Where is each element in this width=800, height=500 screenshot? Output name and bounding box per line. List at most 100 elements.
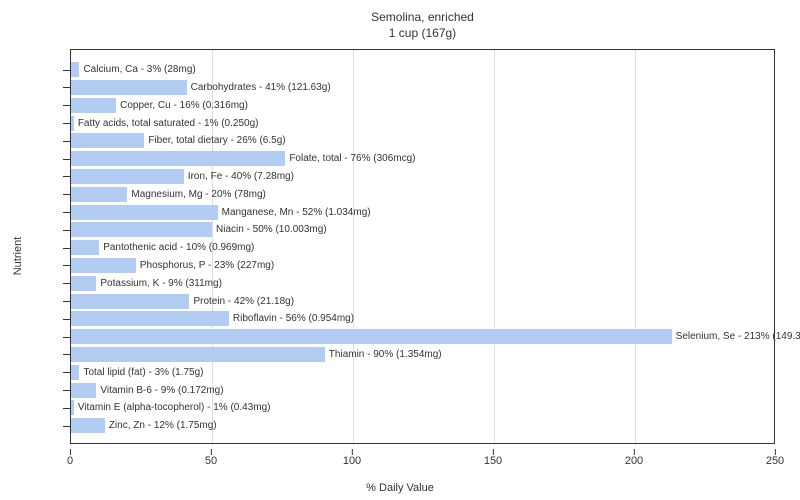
bar-label: Thiamin - 90% (1.354mg) xyxy=(329,349,442,360)
bar xyxy=(71,80,187,95)
bar-label: Copper, Cu - 16% (0.316mg) xyxy=(120,100,248,111)
bar-row: Zinc, Zn - 12% (1.75mg) xyxy=(71,418,217,433)
bar xyxy=(71,98,116,113)
x-tick-mark xyxy=(493,449,494,455)
bar-label: Protein - 42% (21.18g) xyxy=(193,296,294,307)
bar-label: Folate, total - 76% (306mcg) xyxy=(289,153,415,164)
bar-row: Manganese, Mn - 52% (1.034mg) xyxy=(71,205,371,220)
y-tick-mark xyxy=(63,426,70,427)
bar xyxy=(71,400,74,415)
y-tick-mark xyxy=(63,105,70,106)
y-tick-mark xyxy=(63,87,70,88)
bar xyxy=(71,62,79,77)
bar-label: Vitamin E (alpha-tocopherol) - 1% (0.43m… xyxy=(78,402,271,413)
bar-label: Pantothenic acid - 10% (0.969mg) xyxy=(103,242,254,253)
bar xyxy=(71,383,96,398)
x-tick-mark xyxy=(70,449,71,455)
y-tick-mark xyxy=(63,176,70,177)
bar-row: Niacin - 50% (10.003mg) xyxy=(71,222,327,237)
bar-label: Magnesium, Mg - 20% (78mg) xyxy=(131,189,266,200)
y-tick-mark xyxy=(63,70,70,71)
bar-row: Fiber, total dietary - 26% (6.5g) xyxy=(71,133,286,148)
x-tick: 50 xyxy=(205,455,217,467)
bar xyxy=(71,418,105,433)
bar-row: Thiamin - 90% (1.354mg) xyxy=(71,347,442,362)
bar xyxy=(71,311,229,326)
bar-row: Iron, Fe - 40% (7.28mg) xyxy=(71,169,294,184)
bar xyxy=(71,276,96,291)
bar-label: Phosphorus, P - 23% (227mg) xyxy=(140,260,274,271)
y-tick-mark xyxy=(63,301,70,302)
bar-label: Vitamin B-6 - 9% (0.172mg) xyxy=(100,385,223,396)
bar-row: Calcium, Ca - 3% (28mg) xyxy=(71,62,196,77)
x-tick: 200 xyxy=(625,455,643,467)
bar-label: Fatty acids, total saturated - 1% (0.250… xyxy=(78,118,259,129)
title-line-2: 1 cup (167g) xyxy=(70,26,775,42)
gridline xyxy=(635,50,636,443)
x-tick-label: 200 xyxy=(625,455,643,467)
x-tick: 0 xyxy=(67,455,73,467)
bar-row: Pantothenic acid - 10% (0.969mg) xyxy=(71,240,254,255)
bar-label: Selenium, Se - 213% (149.3mcg) xyxy=(676,331,800,342)
bar-row: Carbohydrates - 41% (121.63g) xyxy=(71,80,331,95)
x-tick-mark xyxy=(634,449,635,455)
x-tick-label: 100 xyxy=(343,455,361,467)
bar xyxy=(71,240,99,255)
bar-label: Carbohydrates - 41% (121.63g) xyxy=(191,82,331,93)
bar-row: Selenium, Se - 213% (149.3mcg) xyxy=(71,329,800,344)
x-tick-label: 0 xyxy=(67,455,73,467)
bar xyxy=(71,222,212,237)
bar-label: Calcium, Ca - 3% (28mg) xyxy=(83,64,195,75)
y-tick-mark xyxy=(63,283,70,284)
gridline xyxy=(494,50,495,443)
title-line-1: Semolina, enriched xyxy=(70,10,775,26)
bar xyxy=(71,151,285,166)
bar-row: Riboflavin - 56% (0.954mg) xyxy=(71,311,354,326)
y-tick-mark xyxy=(63,265,70,266)
plot-area: Calcium, Ca - 3% (28mg) Carbohydrates - 4… xyxy=(70,49,775,444)
y-tick-mark xyxy=(63,159,70,160)
x-tick: 150 xyxy=(484,455,502,467)
bar-row: Vitamin B-6 - 9% (0.172mg) xyxy=(71,383,224,398)
gridline xyxy=(353,50,354,443)
y-tick-mark xyxy=(63,123,70,124)
bar-row: Folate, total - 76% (306mcg) xyxy=(71,151,415,166)
bar-label: Manganese, Mn - 52% (1.034mg) xyxy=(222,207,371,218)
x-tick-label: 50 xyxy=(205,455,217,467)
bar-row: Magnesium, Mg - 20% (78mg) xyxy=(71,187,266,202)
bar-row: Protein - 42% (21.18g) xyxy=(71,294,294,309)
bar-row: Total lipid (fat) - 3% (1.75g) xyxy=(71,365,204,380)
bar-label: Niacin - 50% (10.003mg) xyxy=(216,224,327,235)
bar-label: Potassium, K - 9% (311mg) xyxy=(100,278,222,289)
bar-row: Fatty acids, total saturated - 1% (0.250… xyxy=(71,116,258,131)
x-tick: 250 xyxy=(766,455,784,467)
y-tick-mark xyxy=(63,230,70,231)
x-tick-mark xyxy=(775,449,776,455)
bar xyxy=(71,365,79,380)
x-tick: 100 xyxy=(343,455,361,467)
bar-row: Phosphorus, P - 23% (227mg) xyxy=(71,258,274,273)
bar-row: Potassium, K - 9% (311mg) xyxy=(71,276,222,291)
bar xyxy=(71,169,184,184)
x-tick-label: 150 xyxy=(484,455,502,467)
bar xyxy=(71,347,325,362)
y-tick-mark xyxy=(63,212,70,213)
chart-title: Semolina, enriched 1 cup (167g) xyxy=(70,10,775,41)
y-tick-mark xyxy=(63,194,70,195)
bar xyxy=(71,187,127,202)
bar-row: Vitamin E (alpha-tocopherol) - 1% (0.43m… xyxy=(71,400,271,415)
bar xyxy=(71,205,218,220)
bar xyxy=(71,116,74,131)
bar xyxy=(71,133,144,148)
bar-label: Zinc, Zn - 12% (1.75mg) xyxy=(109,420,217,431)
bar-label: Total lipid (fat) - 3% (1.75g) xyxy=(83,367,203,378)
bar-label: Fiber, total dietary - 26% (6.5g) xyxy=(148,135,285,146)
y-tick-mark xyxy=(63,319,70,320)
bar-row: Copper, Cu - 16% (0.316mg) xyxy=(71,98,248,113)
y-tick-mark xyxy=(63,337,70,338)
bar-label: Iron, Fe - 40% (7.28mg) xyxy=(188,171,294,182)
x-axis: 050100150200250 xyxy=(70,455,775,472)
y-tick-mark xyxy=(63,248,70,249)
bar xyxy=(71,258,136,273)
x-tick-mark xyxy=(211,449,212,455)
